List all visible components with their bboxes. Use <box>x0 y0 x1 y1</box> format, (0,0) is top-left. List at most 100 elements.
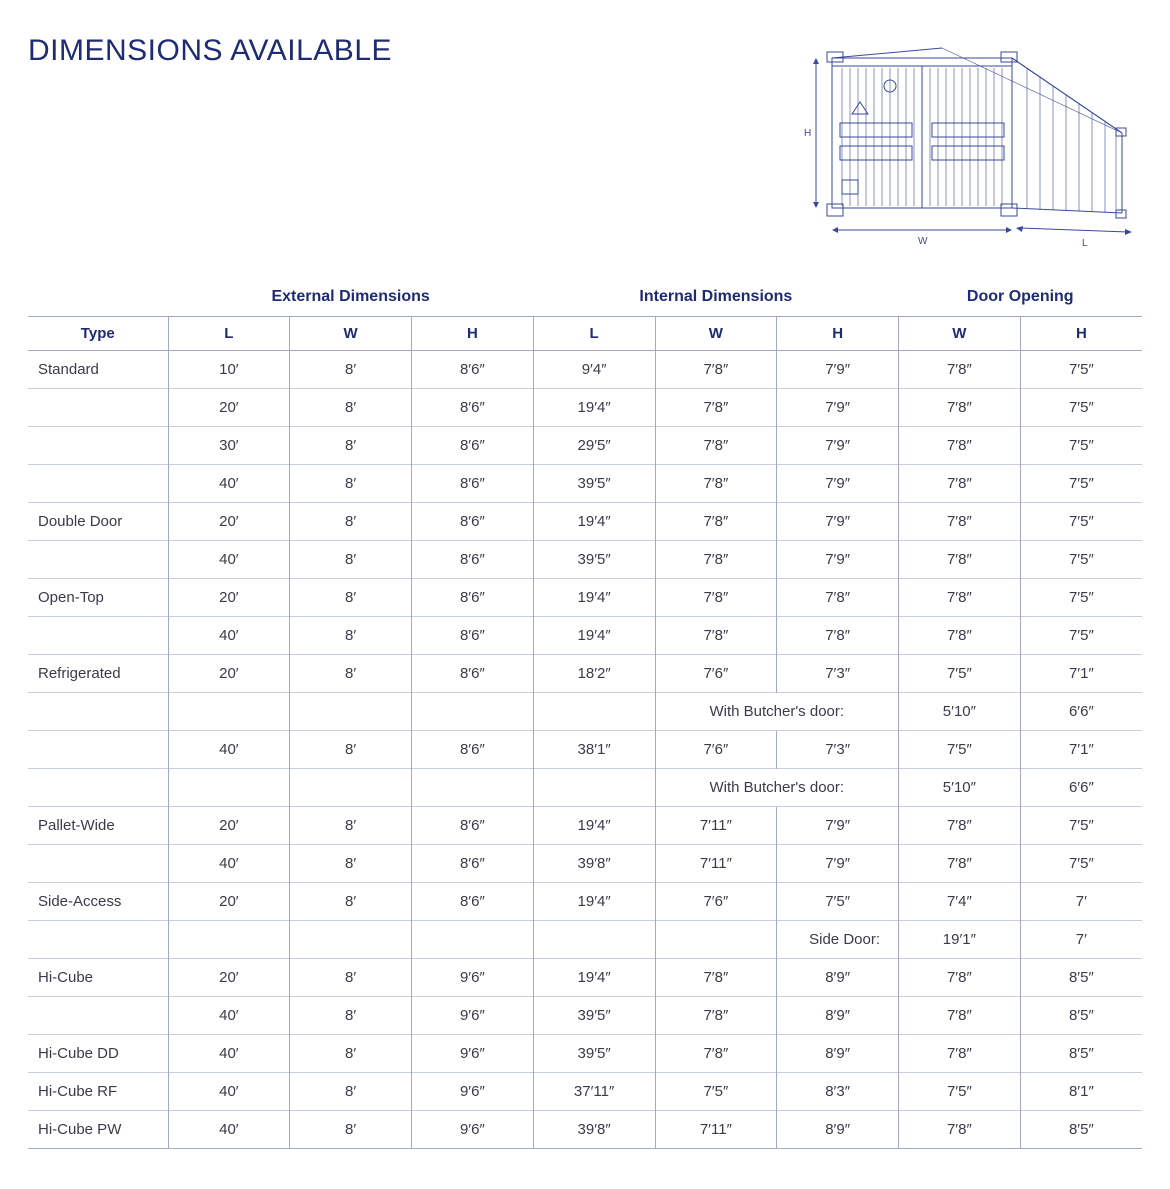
table-row: Hi-Cube20′8′9′6″19′4″7′8″8′9″7′8″8′5″ <box>28 959 1142 997</box>
dim-cell: 8′ <box>290 883 412 921</box>
blank-cell <box>533 693 655 731</box>
type-cell <box>28 389 168 427</box>
dim-cell: 8′ <box>290 427 412 465</box>
dim-cell: 7′9″ <box>777 541 899 579</box>
table-column-header: TypeLWHLWHWH <box>28 317 1142 351</box>
dim-cell: 8′6″ <box>412 541 534 579</box>
dim-cell: 7′5″ <box>899 655 1021 693</box>
table-row: 30′8′8′6″29′5″7′8″7′9″7′8″7′5″ <box>28 427 1142 465</box>
dim-cell: 7′5″ <box>655 1073 777 1111</box>
dim-cell: 20′ <box>168 503 290 541</box>
dim-cell: 7′5″ <box>1020 351 1142 389</box>
dim-cell: 19′4″ <box>533 617 655 655</box>
dim-cell: 7′11″ <box>655 1111 777 1149</box>
dim-cell: 39′5″ <box>533 541 655 579</box>
column-header-cell: H <box>1020 317 1142 351</box>
dim-cell: 8′1″ <box>1020 1073 1142 1111</box>
dim-cell: 19′1″ <box>899 921 1021 959</box>
type-cell: Double Door <box>28 503 168 541</box>
dim-cell: 39′5″ <box>533 465 655 503</box>
dim-cell: 8′6″ <box>412 579 534 617</box>
dim-cell: 7′9″ <box>777 845 899 883</box>
dim-cell: 8′ <box>290 807 412 845</box>
dim-cell: 8′6″ <box>412 427 534 465</box>
table-row: 40′8′9′6″39′5″7′8″8′9″7′8″8′5″ <box>28 997 1142 1035</box>
dim-cell: 7′5″ <box>899 1073 1021 1111</box>
dim-cell: 37′11″ <box>533 1073 655 1111</box>
dim-cell: 9′6″ <box>412 1073 534 1111</box>
dim-cell: 7′5″ <box>899 731 1021 769</box>
type-cell <box>28 427 168 465</box>
note-cell: With Butcher's door: <box>655 769 899 807</box>
type-cell: Pallet-Wide <box>28 807 168 845</box>
dim-cell: 7′8″ <box>899 959 1021 997</box>
dim-cell: 8′6″ <box>412 655 534 693</box>
dim-cell: 38′1″ <box>533 731 655 769</box>
dim-cell: 8′6″ <box>412 617 534 655</box>
table-row: With Butcher's door:5′10″6′6″ <box>28 693 1142 731</box>
dim-cell: 7′8″ <box>655 541 777 579</box>
dim-cell: 8′5″ <box>1020 1111 1142 1149</box>
dim-cell: 7′8″ <box>655 389 777 427</box>
dim-cell: 7′3″ <box>777 655 899 693</box>
table-row: 40′8′8′6″38′1″7′6″7′3″7′5″7′1″ <box>28 731 1142 769</box>
dim-cell: 8′6″ <box>412 503 534 541</box>
dim-cell: 30′ <box>168 427 290 465</box>
dim-cell: 8′9″ <box>777 959 899 997</box>
dim-cell: 7′1″ <box>1020 731 1142 769</box>
dim-cell: 20′ <box>168 959 290 997</box>
dim-cell: 39′8″ <box>533 845 655 883</box>
dim-cell: 9′6″ <box>412 1035 534 1073</box>
dim-cell: 7′5″ <box>1020 579 1142 617</box>
dim-cell: 8′ <box>290 617 412 655</box>
table-row: With Butcher's door:5′10″6′6″ <box>28 769 1142 807</box>
blank-cell <box>28 769 168 807</box>
type-cell: Hi-Cube <box>28 959 168 997</box>
table-row: Refrigerated20′8′8′6″18′2″7′6″7′3″7′5″7′… <box>28 655 1142 693</box>
type-cell: Refrigerated <box>28 655 168 693</box>
table-row: Hi-Cube RF40′8′9′6″37′11″7′5″8′3″7′5″8′1… <box>28 1073 1142 1111</box>
dim-cell: 7′8″ <box>655 997 777 1035</box>
type-cell: Side-Access <box>28 883 168 921</box>
dim-cell: 8′6″ <box>412 731 534 769</box>
blank-cell <box>412 769 534 807</box>
note-cell: Side Door: <box>777 921 899 959</box>
table-row: 20′8′8′6″19′4″7′8″7′9″7′8″7′5″ <box>28 389 1142 427</box>
dim-cell: 40′ <box>168 1035 290 1073</box>
table-row: Side-Access20′8′8′6″19′4″7′6″7′5″7′4″7′ <box>28 883 1142 921</box>
dim-cell: 7′8″ <box>899 845 1021 883</box>
dim-cell: 8′ <box>290 465 412 503</box>
table-row: Hi-Cube PW40′8′9′6″39′8″7′11″8′9″7′8″8′5… <box>28 1111 1142 1149</box>
dim-cell: 19′4″ <box>533 579 655 617</box>
table-row: 40′8′8′6″39′8″7′11″7′9″7′8″7′5″ <box>28 845 1142 883</box>
dim-cell: 19′4″ <box>533 389 655 427</box>
dim-cell: 7′11″ <box>655 845 777 883</box>
type-cell: Hi-Cube DD <box>28 1035 168 1073</box>
type-cell <box>28 731 168 769</box>
blank-cell <box>290 769 412 807</box>
dim-cell: 29′5″ <box>533 427 655 465</box>
table-row: 40′8′8′6″19′4″7′8″7′8″7′8″7′5″ <box>28 617 1142 655</box>
blank-cell <box>533 769 655 807</box>
type-cell <box>28 465 168 503</box>
type-cell: Hi-Cube RF <box>28 1073 168 1111</box>
blank-cell <box>168 769 290 807</box>
dim-cell: 7′5″ <box>1020 465 1142 503</box>
dim-cell: 7′8″ <box>899 351 1021 389</box>
dim-cell: 40′ <box>168 1073 290 1111</box>
diagram-label-w: W <box>918 236 928 247</box>
dim-cell: 7′9″ <box>777 807 899 845</box>
column-header-cell: Type <box>28 317 168 351</box>
dim-cell: 9′6″ <box>412 959 534 997</box>
dim-cell: 8′ <box>290 579 412 617</box>
dim-cell: 7′5″ <box>1020 427 1142 465</box>
dim-cell: 8′ <box>290 997 412 1035</box>
dim-cell: 19′4″ <box>533 959 655 997</box>
table-row: Standard10′8′8′6″9′4″7′8″7′9″7′8″7′5″ <box>28 351 1142 389</box>
column-header-cell: W <box>655 317 777 351</box>
dim-cell: 7′5″ <box>1020 617 1142 655</box>
dim-cell: 7′6″ <box>655 883 777 921</box>
table-row: Hi-Cube DD40′8′9′6″39′5″7′8″8′9″7′8″8′5″ <box>28 1035 1142 1073</box>
dim-cell: 40′ <box>168 731 290 769</box>
table-body: Standard10′8′8′6″9′4″7′8″7′9″7′8″7′5″20′… <box>28 351 1142 1149</box>
